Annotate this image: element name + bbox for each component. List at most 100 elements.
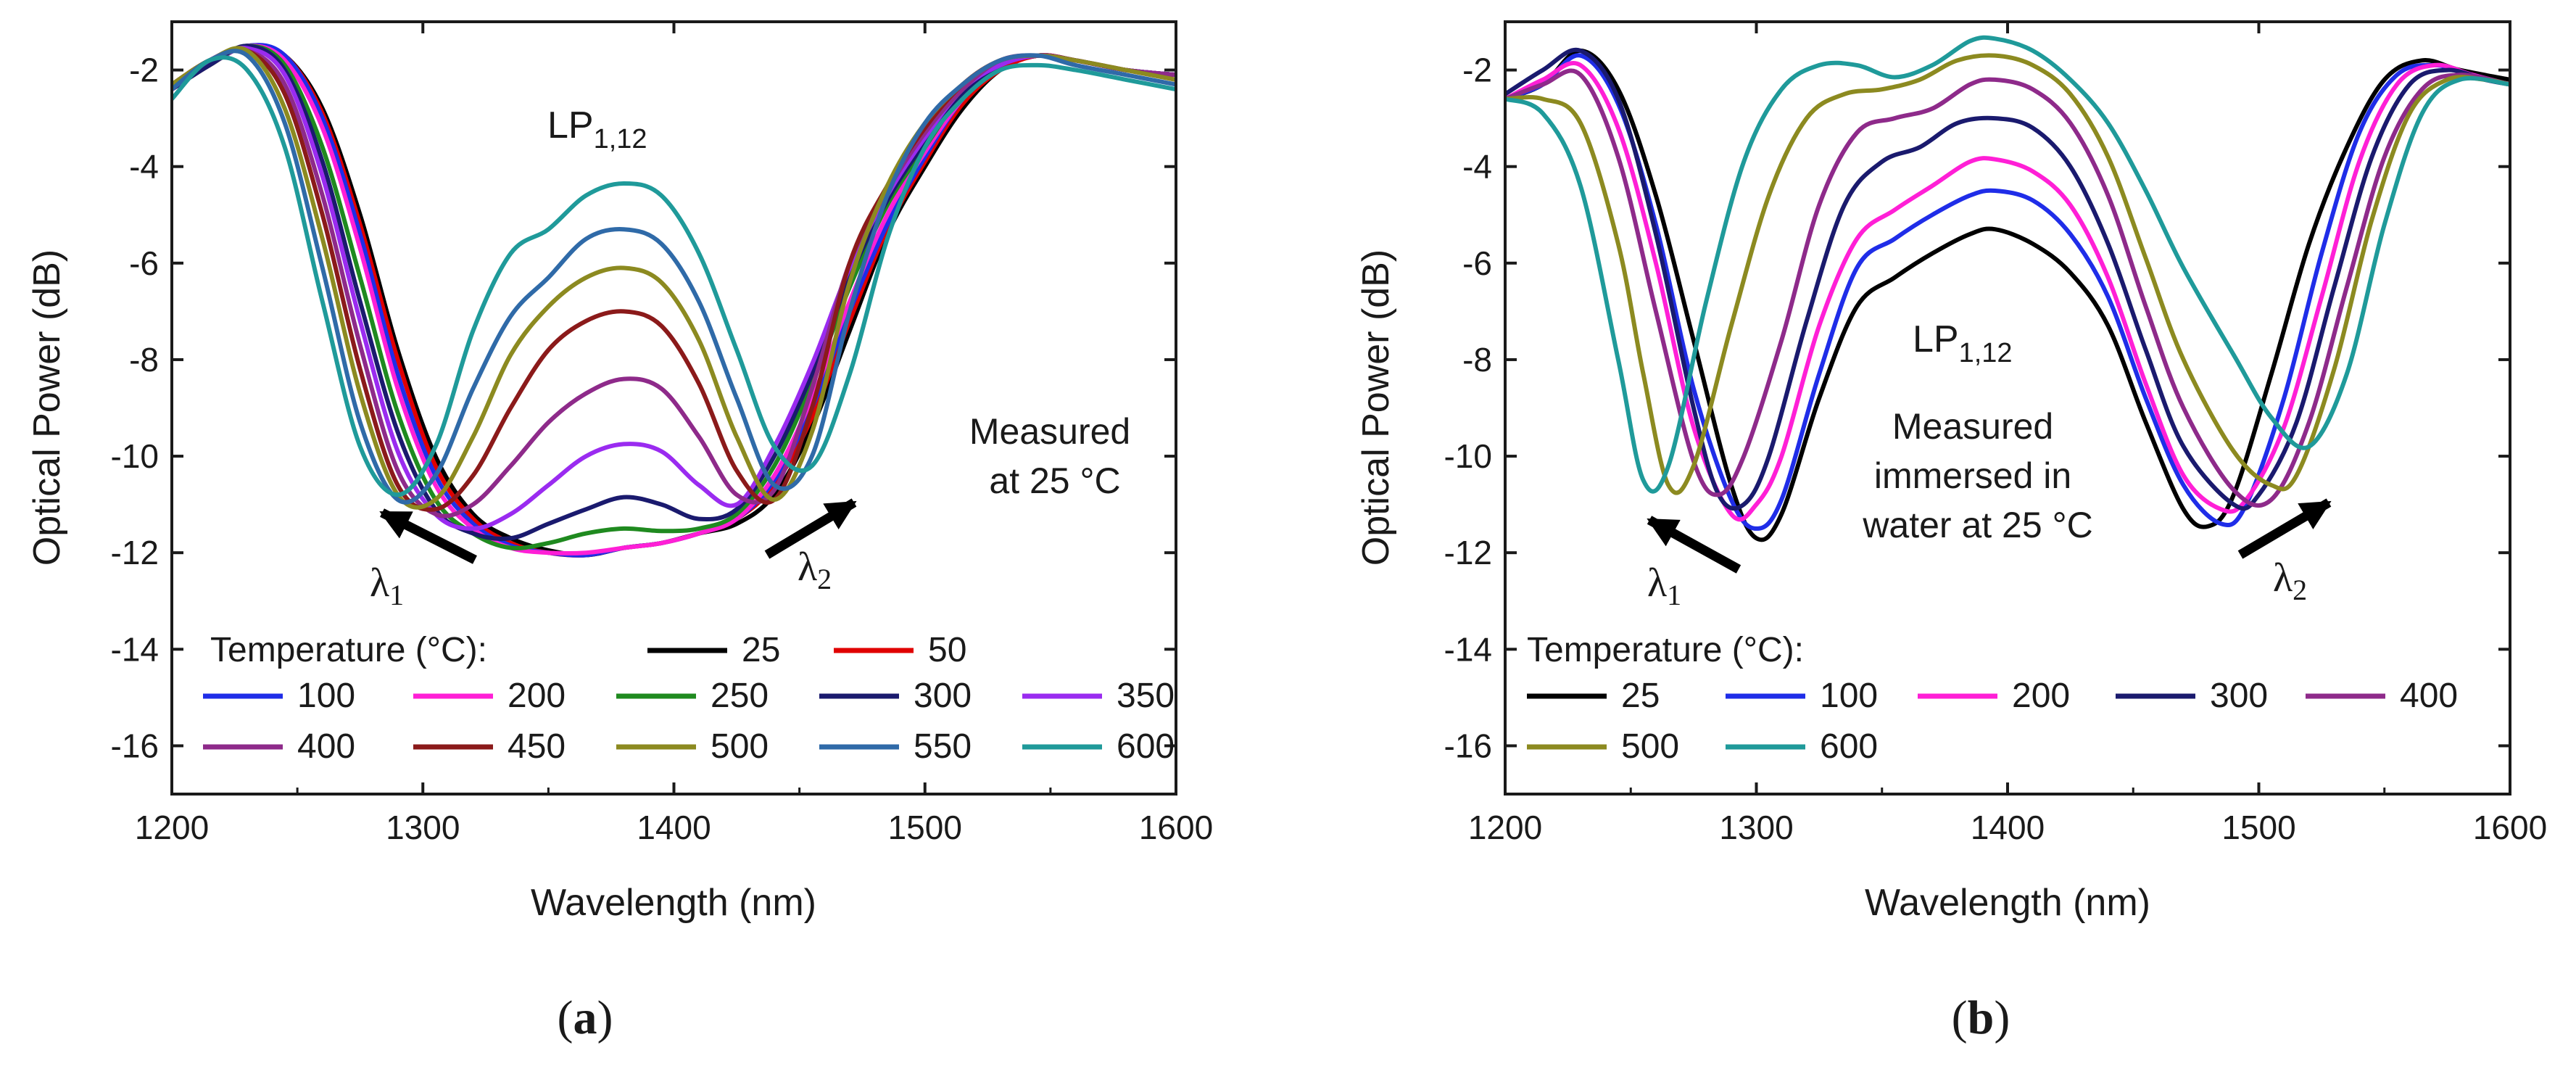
x-tick-label-a-1300: 1300 (386, 809, 460, 846)
annotation-line-b-1: immersed in (1874, 455, 2071, 496)
mode-label-sub-a: 1,12 (594, 124, 647, 154)
y-tick-label-b--14: -14 (1444, 630, 1492, 668)
annotation-a: Measured at 25 °C (969, 411, 1140, 501)
mode-label-main-a: LP (547, 104, 594, 146)
panel-paren-close-b: ) (1994, 991, 2010, 1044)
legend-label-a-500: 500 (711, 727, 769, 766)
y-axis-title-b: Optical Power (dB) (1355, 249, 1397, 566)
y-tick-label-b--12: -12 (1444, 534, 1492, 571)
series-line-b-25 (1505, 48, 2510, 542)
y-tick-label-b--6: -6 (1462, 244, 1492, 282)
y-tick-label-a--14: -14 (111, 630, 159, 668)
panel-label-a: (a) (558, 991, 613, 1044)
legend-label-b-300: 300 (2210, 677, 2268, 715)
legend-label-b-600: 600 (1820, 727, 1878, 766)
panel-paren-open-b: ( (1952, 991, 1968, 1044)
x-tick-label-b-1200: 1200 (1468, 809, 1542, 846)
series-group-b (1505, 35, 2510, 542)
annotation-line-b-0: Measured (1892, 406, 2053, 447)
legend-label-a-25: 25 (742, 631, 780, 669)
series-line-b-400 (1505, 68, 2510, 508)
lambda2-label-b: λ2 (2273, 555, 2307, 606)
y-tick-label-b--16: -16 (1444, 727, 1492, 764)
series-line-b-300 (1505, 47, 2510, 511)
legend-title-b: Temperature (°C): (1527, 631, 1804, 669)
legend-title-a: Temperature (°C): (210, 631, 487, 669)
lambda2-arrow-a (764, 498, 857, 559)
mode-label-main-b: LP (1913, 318, 1959, 360)
legend-label-b-25: 25 (1621, 677, 1660, 715)
y-tick-label-a--12: -12 (111, 534, 159, 571)
y-tick-label-a--8: -8 (129, 341, 159, 379)
series-group-a (172, 43, 1176, 558)
lambda2-label-a: λ2 (798, 545, 832, 595)
x-tick-label-b-1500: 1500 (2221, 809, 2295, 846)
y-tick-label-b--4: -4 (1462, 148, 1492, 186)
legend-label-b-200: 200 (2012, 677, 2070, 715)
x-tick-label-a-1600: 1600 (1139, 809, 1213, 846)
lambda2-arrow-b (2237, 498, 2332, 559)
legend-label-a-400: 400 (297, 727, 355, 766)
y-tick-label-b--2: -2 (1462, 51, 1492, 89)
y-tick-label-b--10: -10 (1444, 437, 1492, 475)
mode-label-a: LP1,12 (547, 104, 647, 154)
series-line-b-100 (1505, 53, 2510, 531)
panel-b: 1200 1300 1400 1500 1600 -2 -4 -6 -8 -10 -12 -14 -16… (1355, 20, 2547, 1044)
series-line-a-400 (172, 47, 1176, 518)
axes-a: 1200 1300 1400 1500 1600 -2 -4 -6 -8 -10 -12 -14 -16 (111, 20, 1213, 846)
legend-label-a-200: 200 (508, 677, 566, 715)
lambda1-label-a: λ1 (370, 561, 404, 611)
x-axis-title-a: Wavelength (nm) (531, 882, 816, 924)
legend-label-b-100: 100 (1820, 677, 1878, 715)
annotation-line-a-1: at 25 °C (989, 460, 1120, 501)
legend-label-a-250: 250 (711, 677, 769, 715)
y-tick-label-a--10: -10 (111, 437, 159, 475)
annotation-line-b-2: water at 25 °C (1862, 505, 2092, 545)
legend-a: 25 50 100 200 250 300 350 400 450 500 550 600 (203, 631, 1175, 766)
panel-letter-a: a (573, 991, 597, 1044)
legend-label-a-550: 550 (914, 727, 972, 766)
series-line-b-200 (1505, 61, 2510, 522)
series-line-b-500 (1505, 53, 2510, 495)
panel-paren-open-a: ( (558, 991, 573, 1044)
legend-label-a-600: 600 (1117, 727, 1175, 766)
x-tick-label-b-1400: 1400 (1971, 809, 2045, 846)
lambda1-label-b: λ1 (1647, 561, 1681, 611)
legend-label-a-100: 100 (297, 677, 355, 715)
annotation-b: Measured immersed in water at 25 °C (1862, 406, 2092, 545)
y-tick-label-a--16: -16 (111, 727, 159, 764)
x-tick-label-a-1500: 1500 (888, 809, 962, 846)
x-tick-label-b-1300: 1300 (1719, 809, 1793, 846)
legend-label-b-400: 400 (2400, 677, 2458, 715)
legend-label-a-50: 50 (928, 631, 966, 669)
panel-label-b: (b) (1952, 991, 2010, 1044)
x-tick-label-a-1200: 1200 (135, 809, 209, 846)
legend-label-a-450: 450 (508, 727, 566, 766)
series-line-a-300 (172, 44, 1176, 542)
axes-b: 1200 1300 1400 1500 1600 -2 -4 -6 -8 -10 -12 -14 -16 (1444, 20, 2547, 846)
legend-b: 25 100 200 300 400 500 600 (1527, 677, 2458, 766)
y-axis-title-a: Optical Power (dB) (26, 249, 68, 566)
x-tick-label-a-1400: 1400 (637, 809, 711, 846)
lambda1-arrow-a (379, 508, 477, 564)
series-line-b-600 (1505, 35, 2510, 494)
panel-a: 1200 1300 1400 1500 1600 -2 -4 -6 -8 -10 -12 -14 -16… (26, 20, 1213, 1044)
y-tick-label-a--6: -6 (129, 244, 159, 282)
legend-label-b-500: 500 (1621, 727, 1679, 766)
y-tick-label-a--2: -2 (129, 51, 159, 89)
panel-paren-close-a: ) (597, 991, 613, 1044)
mode-label-b: LP1,12 (1913, 318, 2013, 368)
mode-label-sub-b: 1,12 (1959, 338, 2013, 368)
annotation-line-a-0: Measured (969, 411, 1130, 452)
lambda1-arrow-b (1647, 516, 1742, 574)
series-line-a-600 (172, 55, 1176, 497)
series-line-a-550 (172, 49, 1176, 505)
y-tick-label-a--4: -4 (129, 148, 159, 186)
legend-label-a-300: 300 (914, 677, 972, 715)
x-axis-title-b: Wavelength (nm) (1865, 882, 2150, 924)
legend-label-a-350: 350 (1117, 677, 1175, 715)
y-tick-label-b--8: -8 (1462, 341, 1492, 379)
panel-letter-b: b (1968, 991, 1995, 1044)
x-tick-label-b-1600: 1600 (2473, 809, 2547, 846)
